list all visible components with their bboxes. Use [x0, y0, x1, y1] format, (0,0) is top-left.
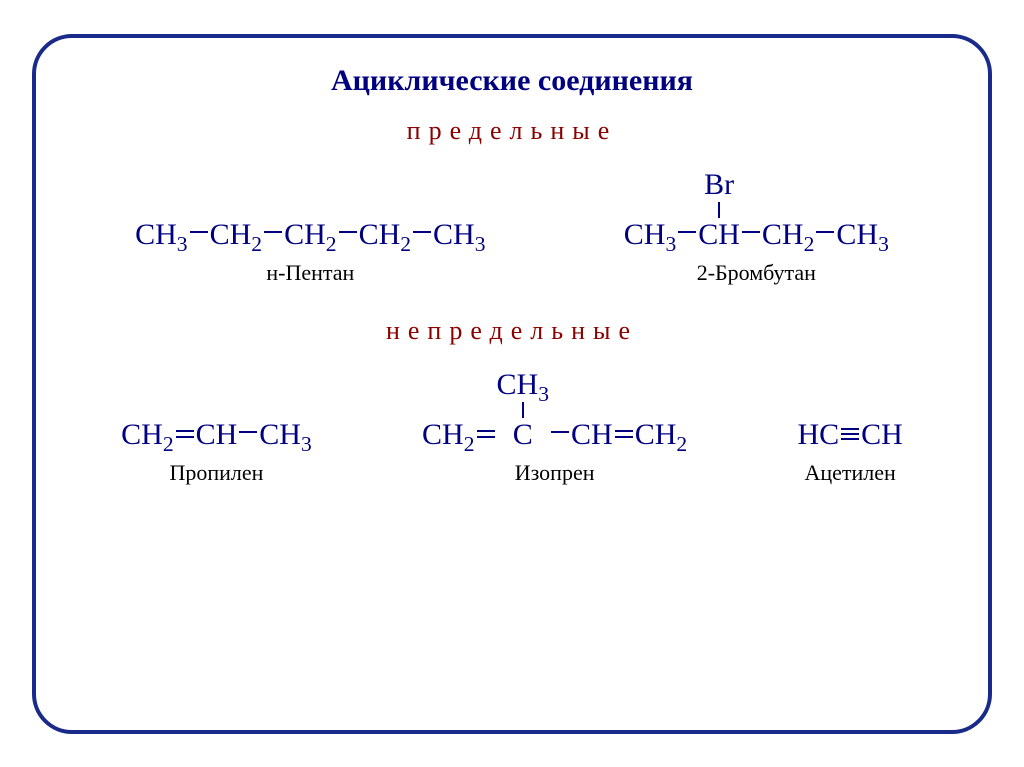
group: CH [861, 420, 903, 450]
group: CH3 [433, 220, 485, 250]
group: CH [196, 420, 238, 450]
formula-pentane: CH3 CH2 CH2 CH2 CH3 [135, 220, 485, 250]
group: C [513, 420, 533, 450]
formula-propylene: CH2 CH CH3 [121, 420, 312, 450]
bond-single [413, 231, 431, 233]
bond-single [551, 431, 569, 433]
diagram-frame: Ациклические соединения предельные CH3 C… [32, 34, 992, 734]
group-with-substituent: Br CH [698, 170, 740, 250]
group: CH2 [762, 220, 814, 250]
group: CH3 [624, 220, 676, 250]
group: CH2 [422, 420, 474, 450]
group: CH3 [836, 220, 888, 250]
group: CH3 [259, 420, 311, 450]
compound-bromobutane: CH3 Br CH CH2 CH3 2-Бромбутан [624, 170, 889, 286]
main-title: Ациклические соединения [66, 64, 958, 98]
row-unsaturated: CH2 CH CH3 Пропилен CH2 CH3 C CH CH [66, 370, 958, 486]
group: HC [797, 420, 839, 450]
compound-pentane: CH3 CH2 CH2 CH2 CH3 н-Пентан [135, 220, 485, 286]
group: CH2 [284, 220, 336, 250]
group: CH [698, 220, 740, 250]
formula-bromobutane: CH3 Br CH CH2 CH3 [624, 170, 889, 250]
group: CH2 [359, 220, 411, 250]
label-bromobutane: 2-Бромбутан [697, 260, 816, 286]
bond-single [190, 231, 208, 233]
compound-propylene: CH2 CH CH3 Пропилен [121, 420, 312, 486]
substituent-br: Br [704, 170, 734, 200]
bond-single [239, 431, 257, 433]
row-saturated: CH3 CH2 CH2 CH2 CH3 н-Пентан CH3 Br CH [66, 170, 958, 286]
bond-single [339, 231, 357, 233]
formula-isoprene: CH2 CH3 C CH CH2 [422, 370, 687, 450]
group: CH2 [210, 220, 262, 250]
group-with-substituent: CH3 C [497, 370, 549, 450]
group: CH2 [635, 420, 687, 450]
group: CH [571, 420, 613, 450]
group: CH3 [135, 220, 187, 250]
label-acetylene: Ацетилен [804, 460, 895, 486]
bond-vertical [718, 202, 720, 218]
bond-single [742, 231, 760, 233]
formula-acetylene: HC CH [797, 420, 902, 450]
label-pentane: н-Пентан [266, 260, 354, 286]
group: CH2 [121, 420, 173, 450]
compound-isoprene: CH2 CH3 C CH CH2 Изопрен [422, 370, 687, 486]
compound-acetylene: HC CH Ацетилен [797, 420, 902, 486]
substituent-ch3: CH3 [497, 370, 549, 400]
bond-single [264, 231, 282, 233]
bond-single [678, 231, 696, 233]
subtitle-unsaturated: непредельные [66, 316, 958, 346]
label-isoprene: Изопрен [515, 460, 595, 486]
bond-vertical [522, 402, 524, 418]
subtitle-saturated: предельные [66, 116, 958, 146]
label-propylene: Пропилен [169, 460, 263, 486]
bond-single [816, 231, 834, 233]
